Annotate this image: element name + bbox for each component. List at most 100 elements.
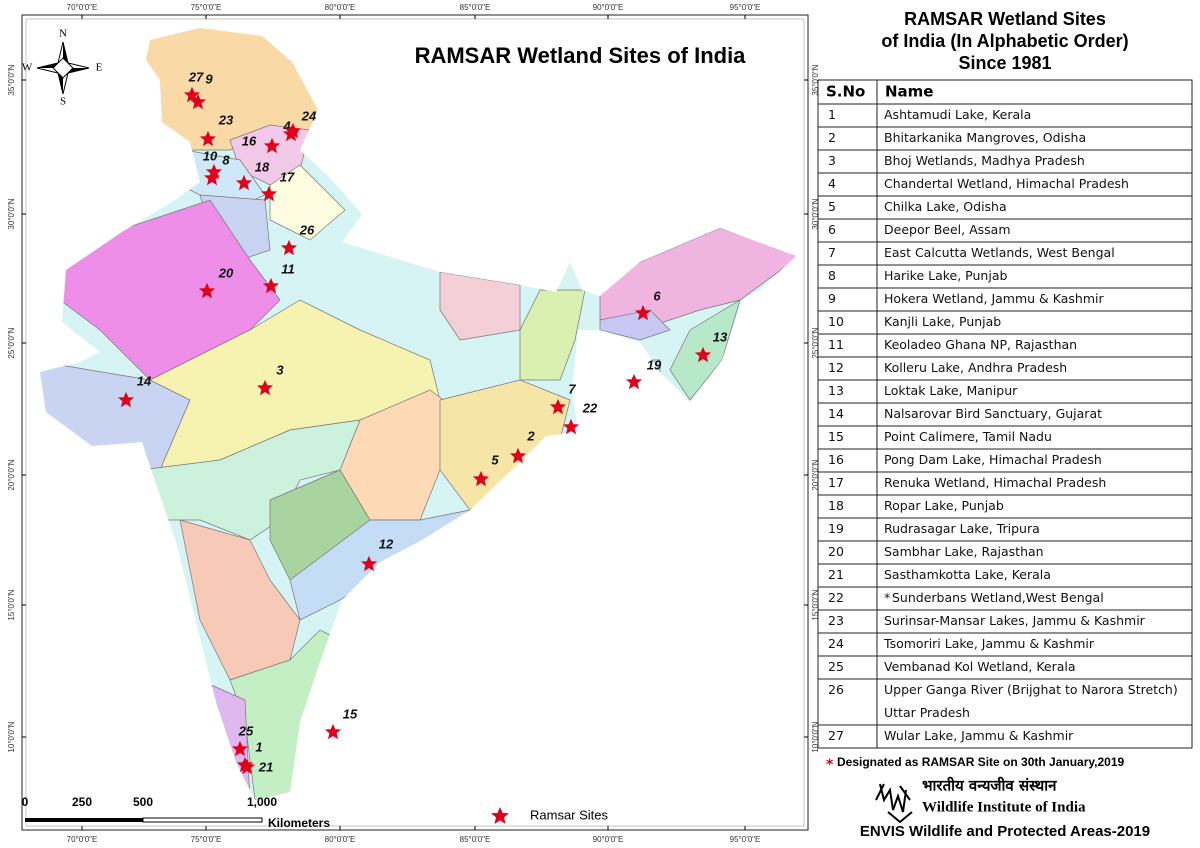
table-header: Name: [885, 83, 933, 101]
footnote-text: Designated as RAMSAR Site on 30th Januar…: [837, 755, 1125, 769]
site-label: 19: [647, 357, 662, 372]
site-label: 11: [281, 261, 295, 276]
row-name: Uttar Pradesh: [884, 705, 970, 720]
site-label: 7: [568, 381, 576, 396]
compass-s: S: [60, 96, 66, 108]
row-number: 18: [828, 498, 844, 513]
longitude-label: 80°0'0"E: [325, 835, 356, 844]
site-label: 9: [205, 71, 213, 86]
site-label: 27: [188, 69, 204, 84]
row-number: 6: [828, 222, 836, 237]
longitude-label: 85°0'0"E: [460, 835, 491, 844]
row-number: 7: [828, 245, 836, 260]
site-label: 10: [203, 148, 218, 163]
latitude-label: 35°0'0"N: [811, 64, 820, 95]
row-name: Loktak Lake, Manipur: [884, 383, 1018, 398]
map-frame: [21, 14, 809, 831]
compass: N E S W: [22, 28, 103, 108]
row-name: Sunderbans Wetland,West Bengal: [892, 590, 1104, 605]
row-number: 23: [828, 613, 844, 628]
row-number: 2: [828, 130, 836, 145]
row-name: Nalsarovar Bird Sanctuary, Gujarat: [884, 406, 1102, 421]
row-number: 8: [828, 268, 836, 283]
india-map: [40, 28, 796, 800]
table-header: S.No: [826, 83, 865, 101]
compass-w: W: [22, 62, 33, 74]
site-label: 8: [222, 152, 230, 167]
latitude-label: 25°0'0"N: [811, 327, 820, 358]
logo-caption: ENVIS Wildlife and Protected Areas-2019: [860, 823, 1150, 840]
site-label: 16: [242, 133, 257, 148]
site-star: [625, 373, 643, 390]
site-label: 25: [238, 723, 254, 738]
site-label: 18: [255, 159, 270, 174]
site-label: 24: [301, 108, 317, 123]
row-number: 1: [828, 107, 836, 122]
site-label: 1: [255, 739, 262, 754]
site-label: 13: [713, 329, 728, 344]
site-label: 26: [299, 222, 315, 237]
row-number: 14: [828, 406, 844, 421]
longitude-label: 70°0'0"E: [67, 835, 98, 844]
footnote-mark: *: [826, 757, 834, 773]
latitude-label: 30°0'0"N: [811, 198, 820, 229]
row-name: Sasthamkotta Lake, Kerala: [884, 567, 1051, 582]
longitude-label: 80°0'0"E: [325, 3, 356, 12]
row-name: Surinsar-Mansar Lakes, Jammu & Kashmir: [884, 613, 1146, 628]
map-title: RAMSAR Wetland Sites of India: [415, 43, 747, 68]
panel-title: Since 1981: [958, 53, 1051, 73]
row-name: Bhitarkanika Mangroves, Odisha: [884, 130, 1086, 145]
logo-hindi: भारतीय वन्यजीव संस्थान: [922, 777, 1057, 795]
scale-label: 250: [72, 795, 92, 809]
row-number: 20: [828, 544, 844, 559]
longitude-label: 75°0'0"E: [191, 835, 222, 844]
row-number: 10: [828, 314, 844, 329]
latitude-label: 15°0'0"N: [811, 589, 820, 620]
latitude-label: 10°0'0"N: [7, 721, 16, 752]
latitude-label: 20°0'0"N: [811, 459, 820, 490]
coordinate-ticks: 70°0'0"E 70°0'0"E 75°0'0"E 75°0'0"E 80°0'0"E…: [7, 3, 820, 844]
row-number: 22: [828, 590, 844, 605]
logo-english: Wildlife Institute of India: [922, 799, 1086, 815]
latitude-label: 30°0'0"N: [7, 198, 16, 229]
scale-bar: [25, 817, 263, 823]
scale-label: 500: [133, 795, 153, 809]
scale-labels: 0 250 500 1,000: [22, 795, 278, 809]
site-label: 3: [276, 362, 284, 377]
scale-label: 0: [22, 795, 29, 809]
latitude-label: 10°0'0"N: [811, 721, 820, 752]
site-label: 17: [280, 169, 295, 184]
latitude-label: 25°0'0"N: [7, 327, 16, 358]
longitude-label: 85°0'0"E: [460, 3, 491, 12]
row-name: Vembanad Kol Wetland, Kerala: [884, 659, 1076, 674]
row-number: 27: [828, 728, 844, 743]
latitude-label: 15°0'0"N: [7, 589, 16, 620]
row-name: Harike Lake, Punjab: [884, 268, 1007, 283]
row-number: 11: [828, 337, 844, 352]
site-label: 5: [491, 452, 499, 467]
row-name: Pong Dam Lake, Himachal Pradesh: [884, 452, 1102, 467]
row-number: 26: [828, 682, 844, 697]
site-label: 22: [582, 400, 598, 415]
site-label: 15: [343, 706, 358, 721]
row-name: Upper Ganga River (Brijghat to Narora St…: [884, 682, 1178, 697]
site-label: 2: [526, 428, 535, 443]
table-frame: [817, 79, 1193, 749]
row-number: 19: [828, 521, 844, 536]
row-number: 15: [828, 429, 844, 444]
row-number: 13: [828, 383, 844, 398]
site-label: 12: [379, 536, 394, 551]
site-label: 6: [653, 288, 661, 303]
row-number: 24: [828, 636, 844, 651]
row-number: 16: [828, 452, 844, 467]
row-number: 25: [828, 659, 844, 674]
longitude-label: 95°0'0"E: [730, 3, 761, 12]
legend-label: Ramsar Sites: [530, 807, 609, 822]
row-name: Renuka Wetland, Himachal Pradesh: [884, 475, 1106, 490]
scale-label: 1,000: [247, 795, 277, 809]
row-number: 12: [828, 360, 844, 375]
row-number: 17: [828, 475, 844, 490]
